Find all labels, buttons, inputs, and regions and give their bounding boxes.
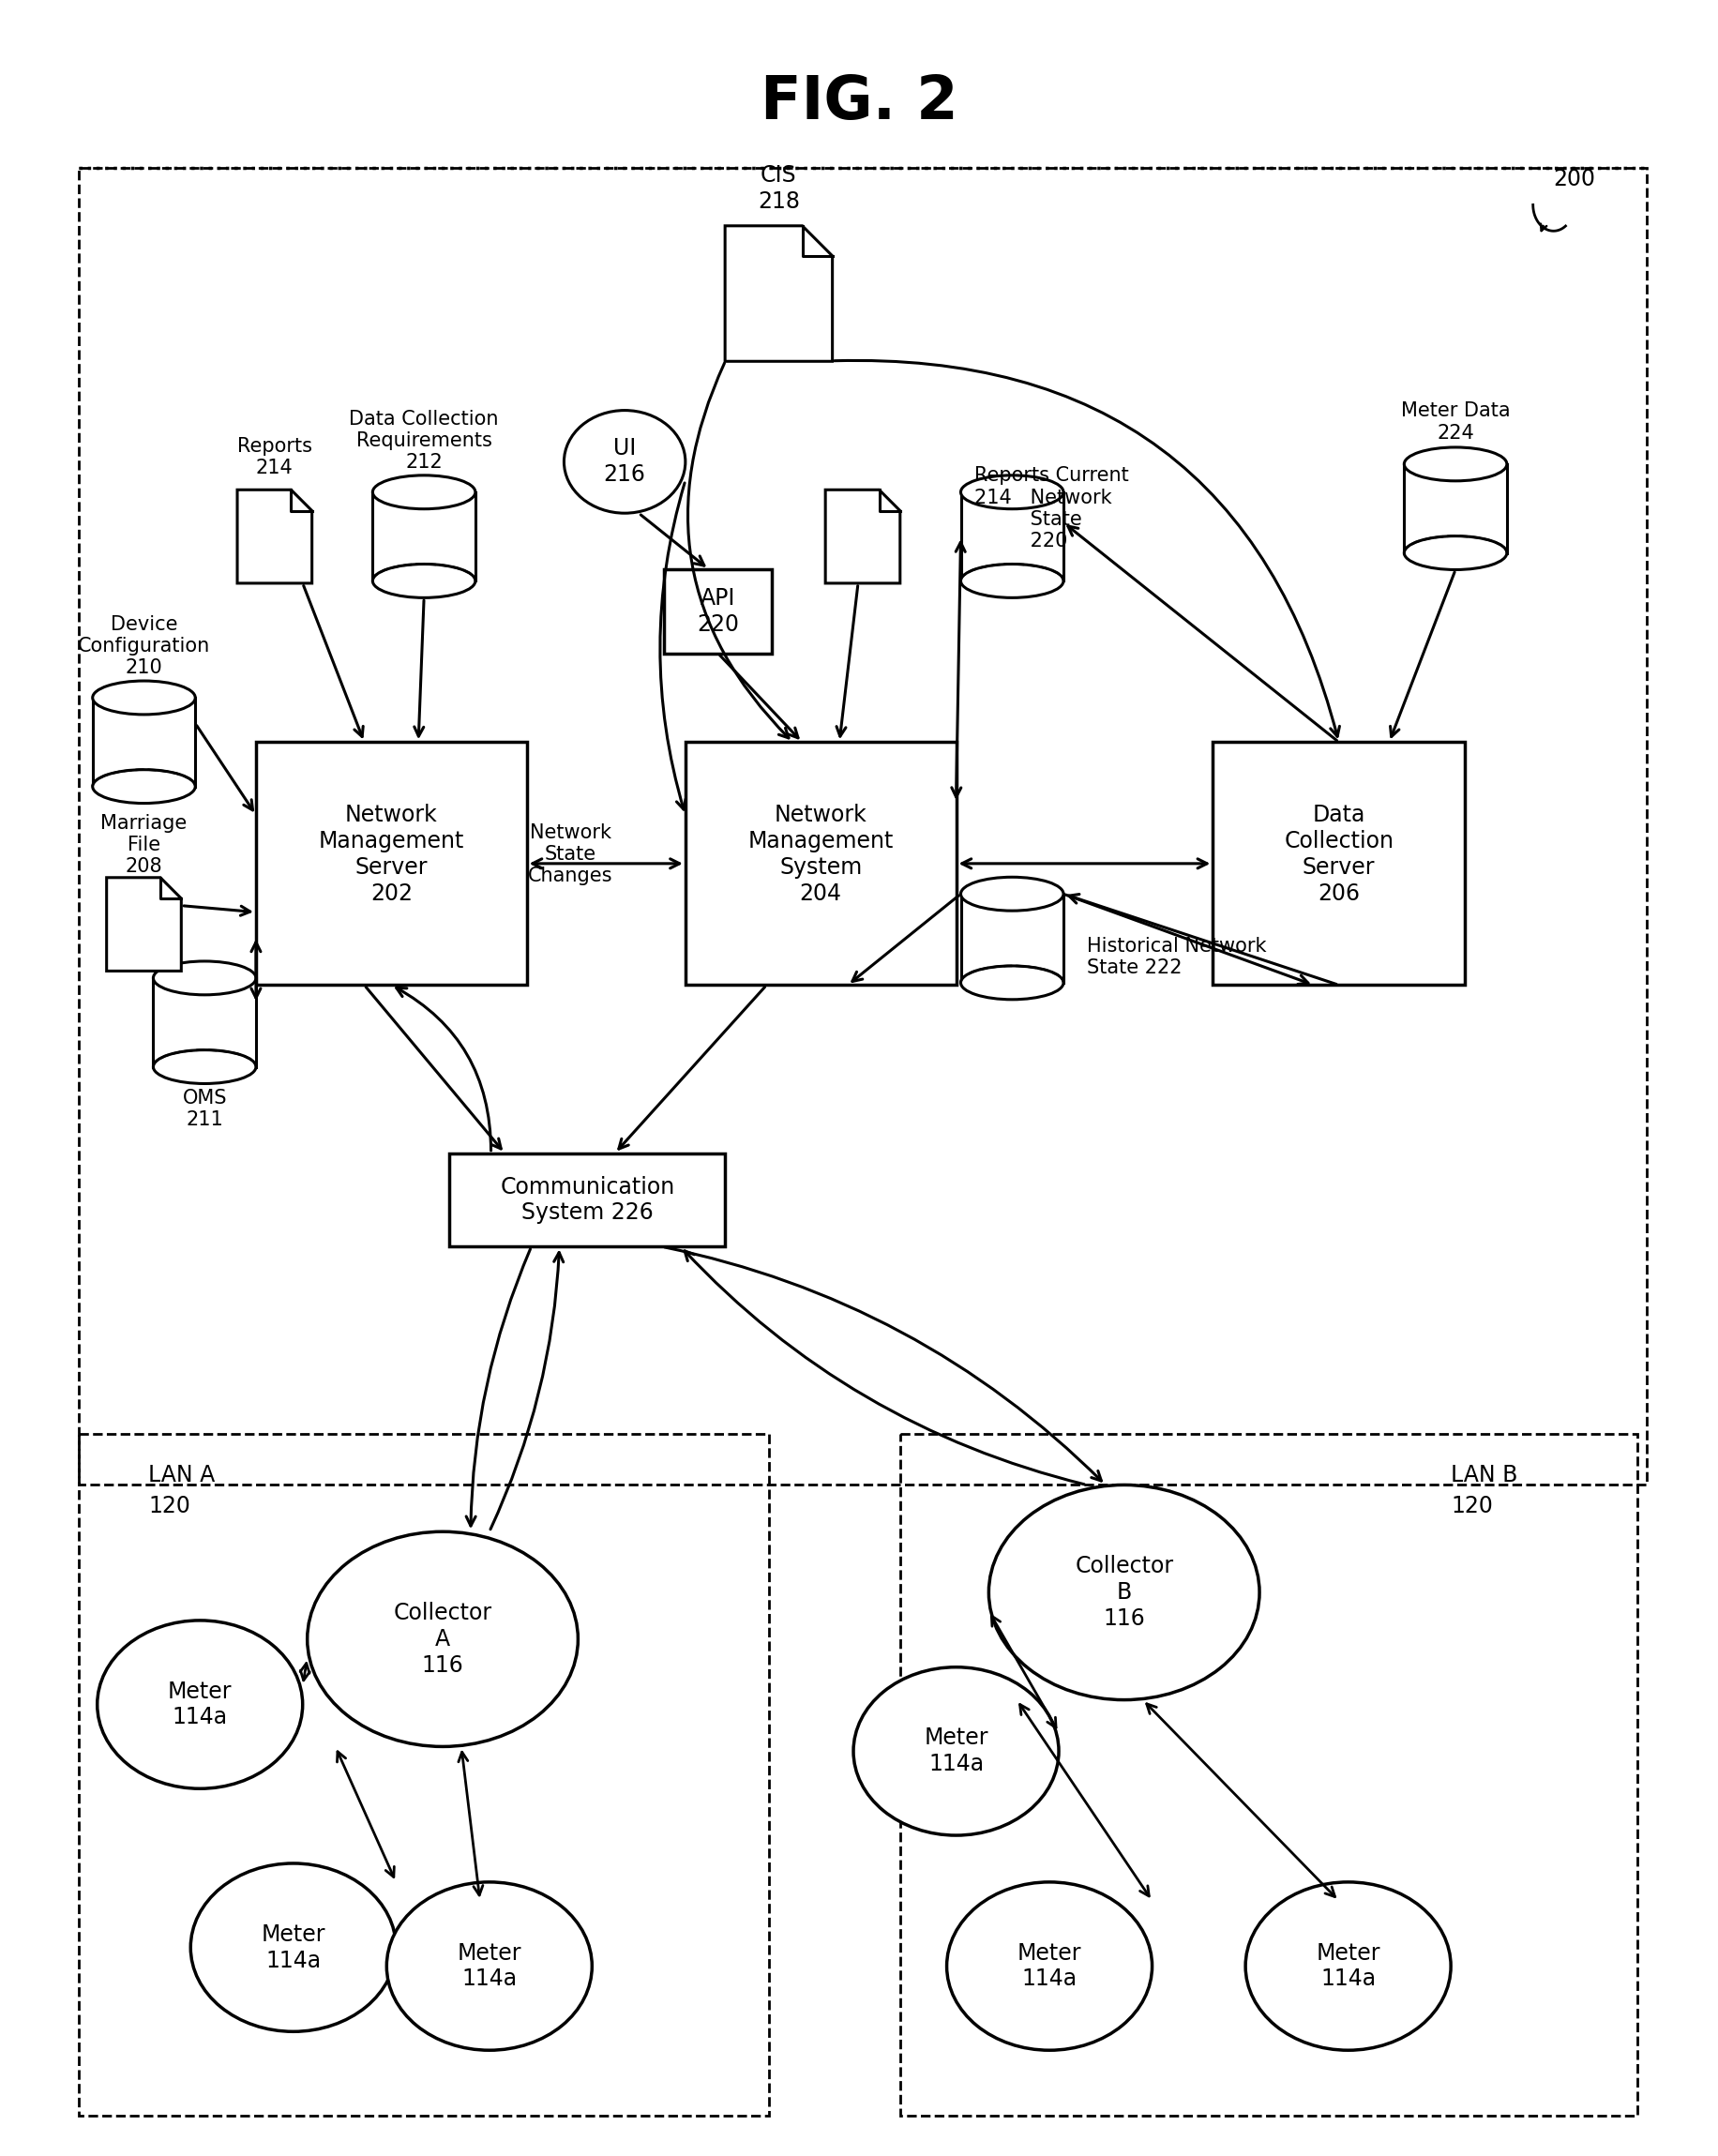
Ellipse shape: [564, 410, 685, 513]
Text: Meter
114a: Meter 114a: [261, 1923, 325, 1973]
Text: 120: 120: [148, 1494, 191, 1518]
Text: Historical Network
State 222: Historical Network State 222: [1086, 936, 1266, 977]
Bar: [79, 1434, 770, 2115]
Text: Meter
114a: Meter 114a: [1316, 1943, 1380, 1990]
Ellipse shape: [947, 1882, 1151, 2050]
Text: Device
Configuration
210: Device Configuration 210: [77, 614, 210, 677]
Ellipse shape: [960, 474, 1063, 509]
Bar: [1213, 742, 1464, 985]
Text: Meter
114a: Meter 114a: [457, 1943, 521, 1990]
Text: Communication
System 226: Communication System 226: [500, 1175, 673, 1225]
Ellipse shape: [153, 1050, 256, 1084]
Ellipse shape: [191, 1863, 395, 2031]
Ellipse shape: [1246, 1882, 1450, 2050]
Text: CIS
218: CIS 218: [758, 164, 799, 213]
Bar: [153, 979, 256, 1067]
Text: Network
Management
Server
202: Network Management Server 202: [318, 804, 464, 906]
Ellipse shape: [960, 565, 1063, 597]
Ellipse shape: [153, 962, 256, 994]
Text: Data
Collection
Server
206: Data Collection Server 206: [1283, 804, 1393, 906]
Bar: [79, 168, 1646, 1485]
Bar: [685, 742, 955, 985]
Ellipse shape: [852, 1667, 1058, 1835]
Ellipse shape: [93, 770, 196, 804]
Polygon shape: [725, 226, 832, 362]
Text: Collector
A
116: Collector A 116: [393, 1602, 491, 1677]
Bar: [960, 895, 1063, 983]
Text: Meter Data
224: Meter Data 224: [1400, 401, 1510, 442]
Text: Collector
B
116: Collector B 116: [1074, 1554, 1173, 1630]
Ellipse shape: [308, 1531, 577, 1746]
Bar: [256, 742, 526, 985]
Text: Network
State
Changes: Network State Changes: [527, 824, 613, 886]
Ellipse shape: [988, 1485, 1259, 1699]
Ellipse shape: [373, 565, 476, 597]
Text: FIG. 2: FIG. 2: [761, 73, 957, 132]
Ellipse shape: [387, 1882, 591, 2050]
Polygon shape: [825, 489, 900, 584]
Text: Reports Current
214   Network
         State
         220: Reports Current 214 Network State 220: [974, 466, 1129, 550]
Ellipse shape: [373, 474, 476, 509]
Polygon shape: [237, 489, 311, 584]
Text: LAN B: LAN B: [1450, 1464, 1517, 1488]
Bar: [960, 492, 1063, 580]
Bar: [450, 1153, 725, 1246]
Ellipse shape: [1404, 446, 1507, 481]
Ellipse shape: [960, 966, 1063, 1000]
Text: OMS
211: OMS 211: [182, 1089, 227, 1130]
Text: Meter
114a: Meter 114a: [924, 1727, 988, 1777]
Bar: [1404, 464, 1507, 552]
Text: UI
216: UI 216: [603, 438, 646, 485]
Text: 200: 200: [1553, 168, 1594, 192]
Text: API
220: API 220: [696, 586, 739, 636]
Text: Data Collection
Requirements
212: Data Collection Requirements 212: [349, 410, 498, 472]
Text: Marriage
File
208: Marriage File 208: [101, 813, 187, 875]
Text: Reports
214: Reports 214: [237, 438, 313, 476]
Bar: [93, 699, 196, 787]
Bar: [900, 1434, 1637, 2115]
Text: Network
Management
System
204: Network Management System 204: [747, 804, 893, 906]
Polygon shape: [107, 877, 180, 970]
Bar: [663, 569, 771, 653]
Ellipse shape: [1404, 537, 1507, 569]
Ellipse shape: [960, 877, 1063, 910]
Bar: [373, 492, 476, 580]
Text: Meter
114a: Meter 114a: [168, 1680, 232, 1729]
Text: Meter
114a: Meter 114a: [1017, 1943, 1081, 1990]
Ellipse shape: [98, 1621, 302, 1789]
Text: 120: 120: [1450, 1494, 1493, 1518]
Ellipse shape: [93, 681, 196, 714]
Text: LAN A: LAN A: [148, 1464, 215, 1488]
